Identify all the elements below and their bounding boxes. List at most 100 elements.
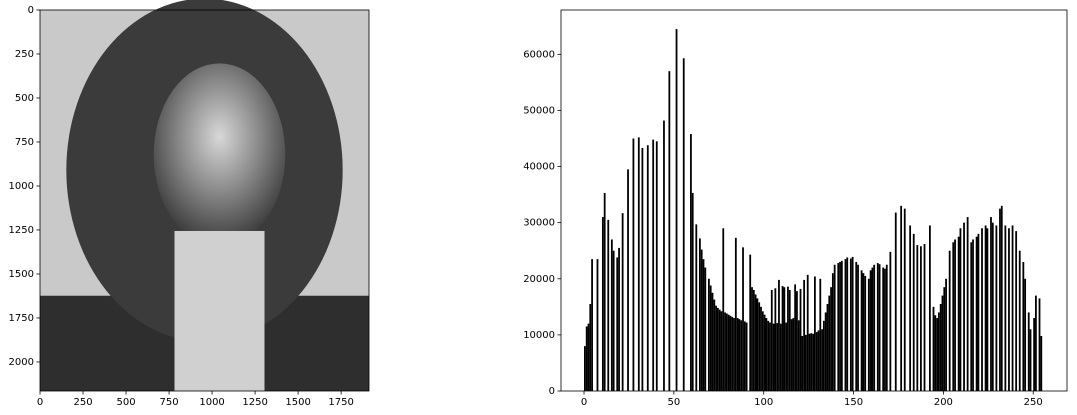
bar bbox=[991, 222, 994, 391]
bar bbox=[724, 312, 726, 391]
y-tick-label: 1250 bbox=[9, 225, 34, 236]
bar bbox=[916, 245, 919, 391]
y-tick-label: 2000 bbox=[9, 357, 34, 368]
bar bbox=[972, 239, 974, 391]
bar bbox=[663, 120, 665, 392]
bar bbox=[846, 257, 849, 391]
bar bbox=[932, 306, 935, 391]
bar bbox=[770, 289, 773, 391]
bar bbox=[591, 259, 593, 391]
axes-frame bbox=[39, 9, 370, 392]
bar bbox=[957, 236, 960, 391]
bar bbox=[1033, 318, 1036, 391]
bar bbox=[754, 294, 757, 391]
x-tick-label: 500 bbox=[116, 397, 135, 408]
bar bbox=[882, 267, 885, 391]
bar bbox=[699, 238, 701, 391]
bar bbox=[943, 287, 946, 391]
bar bbox=[618, 247, 620, 391]
bar bbox=[718, 309, 721, 391]
x-tick-label: 150 bbox=[844, 397, 863, 408]
bar bbox=[954, 239, 956, 391]
bar bbox=[589, 304, 592, 391]
x-tick-label: 250 bbox=[73, 397, 92, 408]
bar bbox=[700, 249, 703, 391]
bar bbox=[830, 287, 832, 391]
bar bbox=[860, 270, 863, 391]
bar bbox=[1029, 329, 1032, 391]
bar bbox=[749, 254, 752, 391]
bar bbox=[607, 219, 610, 391]
bar bbox=[722, 228, 725, 391]
bar bbox=[826, 304, 829, 391]
x-tick-label: 750 bbox=[160, 397, 179, 408]
y-tick-label: 20000 bbox=[523, 274, 555, 285]
bar bbox=[776, 323, 779, 391]
bar bbox=[655, 141, 658, 391]
bar bbox=[707, 278, 710, 391]
y-tick-label: 30000 bbox=[523, 218, 555, 229]
bar bbox=[1008, 228, 1010, 391]
y-tick-label: 10000 bbox=[523, 330, 555, 341]
bar bbox=[822, 320, 825, 391]
bar bbox=[652, 139, 655, 391]
y-tick-label: 60000 bbox=[523, 49, 555, 60]
bar bbox=[727, 314, 730, 391]
y-tick-label: 250 bbox=[15, 49, 34, 60]
y-tick-label: 0 bbox=[549, 386, 555, 397]
bar bbox=[704, 267, 707, 391]
bar bbox=[725, 313, 728, 391]
bar bbox=[715, 305, 717, 391]
x-tick-label: 1750 bbox=[328, 397, 353, 408]
bar bbox=[745, 322, 748, 391]
bar bbox=[720, 311, 723, 391]
bar bbox=[797, 320, 800, 391]
bar bbox=[871, 267, 874, 391]
bar bbox=[876, 263, 879, 391]
bar bbox=[840, 260, 843, 391]
bar bbox=[738, 319, 741, 391]
bar bbox=[690, 134, 692, 391]
bar bbox=[828, 295, 831, 391]
bar bbox=[767, 320, 770, 391]
bar bbox=[900, 205, 903, 391]
bar bbox=[799, 288, 802, 391]
bar bbox=[885, 264, 888, 391]
bar bbox=[934, 315, 937, 391]
bar bbox=[713, 299, 716, 391]
x-tick-label: 1500 bbox=[285, 397, 310, 408]
bar bbox=[769, 322, 771, 391]
bar bbox=[751, 287, 753, 391]
bar bbox=[752, 289, 755, 391]
bar bbox=[742, 247, 744, 391]
bar bbox=[977, 233, 980, 391]
bar bbox=[857, 264, 859, 391]
y-tick-label: 1750 bbox=[9, 313, 34, 324]
bar bbox=[610, 239, 613, 391]
bar bbox=[632, 138, 635, 391]
bar bbox=[601, 217, 604, 391]
bar bbox=[1038, 298, 1041, 391]
bar bbox=[923, 243, 926, 391]
y-tick-label: 40000 bbox=[523, 162, 555, 173]
bar bbox=[756, 298, 759, 391]
bar bbox=[959, 228, 962, 391]
bar bbox=[734, 237, 737, 391]
bar bbox=[584, 346, 586, 391]
bar bbox=[801, 336, 804, 391]
bar bbox=[702, 259, 705, 391]
bar bbox=[596, 259, 599, 391]
bar bbox=[920, 246, 922, 391]
y-tick-label: 1500 bbox=[9, 269, 34, 280]
bar bbox=[873, 264, 876, 391]
bar bbox=[806, 274, 809, 391]
bar bbox=[763, 314, 766, 391]
bar bbox=[995, 225, 998, 391]
bar bbox=[862, 273, 865, 391]
image-face bbox=[153, 63, 286, 247]
bar bbox=[952, 242, 955, 391]
bar bbox=[743, 321, 746, 391]
bar bbox=[817, 330, 820, 391]
bar bbox=[970, 242, 973, 391]
